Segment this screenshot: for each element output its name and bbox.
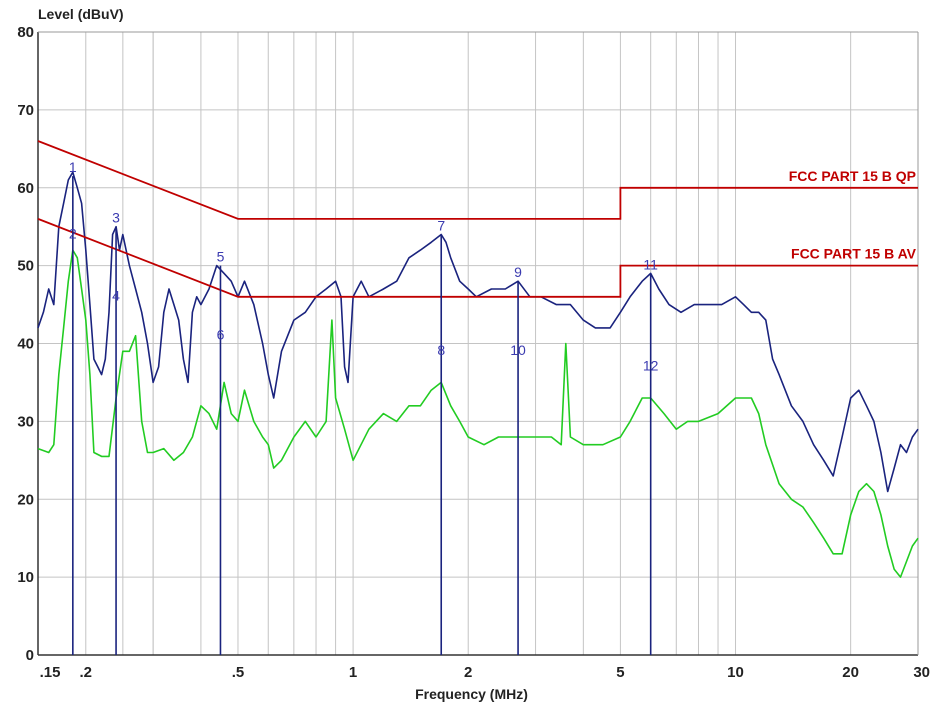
y-tick-label: 80 xyxy=(17,24,34,41)
marker-label: 9 xyxy=(514,264,522,280)
marker-label: 7 xyxy=(437,217,445,233)
marker-label: 6 xyxy=(217,327,225,343)
y-tick-label: 20 xyxy=(17,491,34,508)
y-tick-label: 50 xyxy=(17,258,34,275)
marker-label: 8 xyxy=(437,342,445,358)
marker-label: 11 xyxy=(643,256,658,272)
marker-label: 12 xyxy=(643,358,659,374)
y-tick-label: 40 xyxy=(17,336,34,353)
x-tick-label: .5 xyxy=(232,664,245,681)
y-axis-label: Level (dBuV) xyxy=(38,6,124,22)
marker-label: 3 xyxy=(112,210,120,226)
x-tick-label: .15 xyxy=(40,664,61,681)
series-line-2 xyxy=(37,249,919,578)
y-tick-label: 0 xyxy=(26,647,34,664)
y-tick-label: 60 xyxy=(17,180,34,197)
x-tick-label: 10 xyxy=(727,664,744,681)
y-tick-label: 10 xyxy=(17,569,34,586)
marker-label: 4 xyxy=(112,288,120,304)
x-tick-label: 1 xyxy=(349,664,357,681)
x-tick-label: .2 xyxy=(80,664,93,681)
y-tick-label: 70 xyxy=(17,102,34,119)
limit-line-2 xyxy=(37,218,918,298)
x-tick-label: 20 xyxy=(842,664,859,681)
marker-label: 5 xyxy=(217,249,225,265)
marker-label: 1 xyxy=(69,159,77,175)
marker-label: 10 xyxy=(510,342,526,358)
limit-line-label: FCC PART 15 B AV xyxy=(791,246,917,262)
x-tick-label: 2 xyxy=(464,664,472,681)
limit-line-1 xyxy=(37,140,918,220)
x-axis-label: Frequency (MHz) xyxy=(415,686,528,702)
series-line-1 xyxy=(37,171,919,493)
y-tick-label: 30 xyxy=(17,413,34,430)
marker-label: 2 xyxy=(69,225,77,241)
x-tick-label: 30 xyxy=(913,664,930,681)
limit-line-label: FCC PART 15 B QP xyxy=(789,168,916,184)
x-tick-label: 5 xyxy=(616,664,624,681)
